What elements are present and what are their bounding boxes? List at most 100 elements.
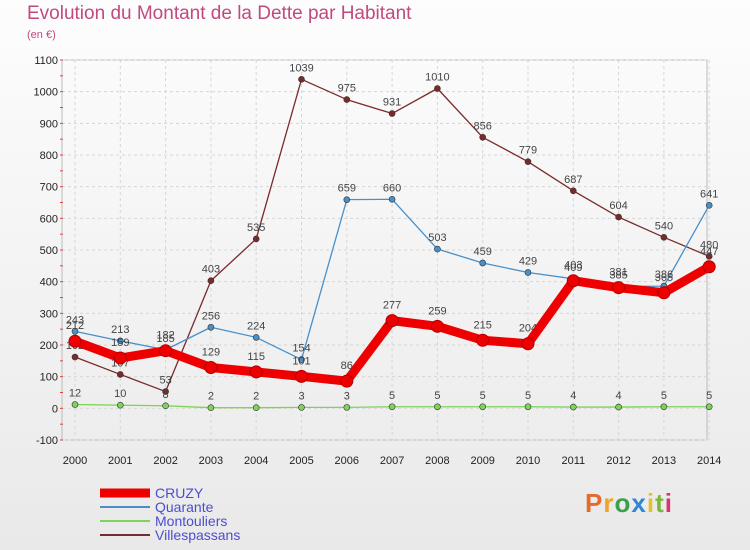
data-label-villespassans: 975 xyxy=(338,83,356,95)
data-point-montouliers xyxy=(71,401,79,408)
data-point-villespassans xyxy=(569,187,577,195)
data-label-cruzy: 204 xyxy=(519,323,537,335)
data-point-quarante xyxy=(479,259,487,267)
data-point-quarante xyxy=(117,337,124,345)
y-tick-label: 0 xyxy=(52,403,58,415)
y-tick-label: 100 xyxy=(40,372,58,384)
data-point-quarante xyxy=(252,334,260,341)
data-label-cruzy: 277 xyxy=(383,300,401,312)
data-point-villespassans xyxy=(615,213,622,221)
data-label-cruzy: 403 xyxy=(564,260,582,272)
data-label-montouliers: 2 xyxy=(253,391,259,403)
data-point-villespassans xyxy=(162,388,169,395)
data-label-cruzy: 447 xyxy=(700,246,718,258)
data-point-cruzy xyxy=(657,286,671,300)
data-point-montouliers xyxy=(117,401,124,409)
y-tick-label: 300 xyxy=(40,308,58,320)
data-point-cruzy xyxy=(249,365,263,379)
data-point-cruzy xyxy=(385,314,399,328)
data-point-cruzy xyxy=(159,344,173,358)
data-label-montouliers: 5 xyxy=(480,390,486,402)
proxiti-logo: Proxiti xyxy=(585,488,673,518)
data-point-montouliers xyxy=(434,403,441,411)
data-label-quarante: 185 xyxy=(156,333,174,345)
data-label-villespassans: 1010 xyxy=(425,72,449,84)
y-tick-label: -100 xyxy=(36,435,58,447)
data-point-montouliers xyxy=(388,403,396,411)
legend-label-villespassans: Villespassans xyxy=(155,527,240,543)
data-point-cruzy xyxy=(476,333,490,347)
data-point-montouliers xyxy=(162,402,169,410)
data-label-quarante: 429 xyxy=(519,255,537,267)
x-tick-label: 2001 xyxy=(108,455,132,467)
data-label-villespassans: 604 xyxy=(609,200,627,212)
data-label-villespassans: 1039 xyxy=(289,62,313,74)
x-tick-label: 2004 xyxy=(244,455,268,467)
y-tick-label: 1000 xyxy=(34,87,58,99)
data-label-quarante: 660 xyxy=(383,182,401,194)
data-point-montouliers xyxy=(524,403,532,411)
data-label-quarante: 659 xyxy=(338,183,356,195)
data-label-quarante: 256 xyxy=(202,310,220,322)
y-tick-label: 400 xyxy=(40,277,58,289)
y-tick-label: 800 xyxy=(40,150,58,162)
data-label-quarante: 503 xyxy=(428,232,446,244)
data-label-montouliers: 4 xyxy=(570,390,576,402)
data-point-montouliers xyxy=(705,403,713,411)
legend-label-cruzy: CRUZY xyxy=(155,485,204,501)
x-tick-label: 2005 xyxy=(289,455,313,467)
data-label-villespassans: 53 xyxy=(159,375,171,387)
data-point-villespassans xyxy=(705,253,713,260)
x-tick-label: 2002 xyxy=(153,455,177,467)
data-label-cruzy: 215 xyxy=(474,319,492,331)
x-tick-label: 2013 xyxy=(652,455,676,467)
data-point-villespassans xyxy=(434,85,441,92)
data-point-quarante xyxy=(71,328,79,335)
data-point-quarante xyxy=(705,202,713,209)
data-label-cruzy: 381 xyxy=(609,267,627,279)
data-point-cruzy xyxy=(430,319,444,333)
data-label-cruzy: 129 xyxy=(202,346,220,358)
data-label-quarante: 224 xyxy=(247,320,265,332)
data-point-cruzy xyxy=(612,281,626,295)
data-label-montouliers: 5 xyxy=(525,390,531,402)
data-point-villespassans xyxy=(343,96,351,103)
data-point-villespassans xyxy=(298,76,305,83)
data-label-montouliers: 5 xyxy=(389,390,395,402)
data-label-villespassans: 403 xyxy=(202,264,220,276)
data-point-cruzy xyxy=(68,334,82,348)
x-tick-label: 2010 xyxy=(516,455,540,467)
data-label-montouliers: 5 xyxy=(706,390,712,402)
data-label-montouliers: 3 xyxy=(344,390,350,402)
data-label-quarante: 213 xyxy=(111,324,129,336)
data-label-montouliers: 2 xyxy=(208,391,214,403)
data-point-cruzy xyxy=(566,274,580,288)
y-tick-label: 1100 xyxy=(34,55,58,67)
data-label-cruzy: 101 xyxy=(292,355,310,367)
data-point-montouliers xyxy=(615,403,622,411)
data-label-quarante: 243 xyxy=(66,314,84,326)
data-label-villespassans: 687 xyxy=(564,174,582,186)
data-label-cruzy: 86 xyxy=(341,360,353,372)
data-point-villespassans xyxy=(524,158,532,165)
x-tick-label: 2007 xyxy=(380,455,404,467)
data-point-montouliers xyxy=(252,404,260,412)
data-label-villespassans: 779 xyxy=(519,145,537,157)
data-point-cruzy xyxy=(340,374,354,388)
data-label-villespassans: 540 xyxy=(655,220,673,232)
data-point-montouliers xyxy=(298,404,305,411)
x-tick-label: 2011 xyxy=(561,455,585,467)
data-label-villespassans: 480 xyxy=(700,239,718,251)
data-point-cruzy xyxy=(295,369,308,383)
x-tick-label: 2009 xyxy=(470,455,494,467)
data-label-cruzy: 182 xyxy=(156,330,174,342)
data-label-villespassans: 535 xyxy=(247,222,265,234)
y-tick-label: 500 xyxy=(40,245,58,257)
data-label-montouliers: 4 xyxy=(616,390,622,402)
x-tick-label: 2003 xyxy=(199,455,223,467)
y-tick-label: 200 xyxy=(40,340,58,352)
data-label-quarante: 409 xyxy=(564,262,582,274)
data-point-montouliers xyxy=(207,404,215,412)
